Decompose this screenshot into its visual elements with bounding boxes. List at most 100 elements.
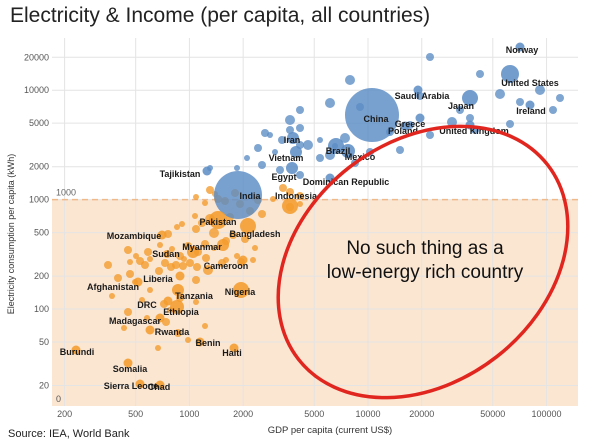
data-point bbox=[192, 213, 198, 219]
country-label: Liberia bbox=[143, 274, 174, 284]
data-point bbox=[161, 259, 169, 267]
data-point bbox=[211, 245, 217, 251]
data-point bbox=[426, 131, 434, 139]
x-axis-title: GDP per capita (current US$) bbox=[268, 425, 392, 436]
country-label: Norway bbox=[506, 45, 539, 55]
data-point bbox=[202, 166, 212, 176]
data-point bbox=[127, 259, 133, 265]
data-point bbox=[270, 196, 276, 202]
country-label: Mozambique bbox=[107, 231, 162, 241]
data-point bbox=[282, 198, 298, 214]
country-label: Ethiopia bbox=[163, 307, 199, 317]
data-point bbox=[426, 53, 434, 61]
data-point bbox=[202, 254, 210, 262]
x-tick-label: 200 bbox=[57, 409, 72, 419]
country-label: Iran bbox=[284, 135, 301, 145]
data-point bbox=[209, 211, 227, 229]
data-point bbox=[217, 239, 229, 251]
data-point bbox=[317, 137, 323, 143]
data-point bbox=[157, 242, 163, 248]
x-tick-label: 5000 bbox=[304, 409, 324, 419]
data-point bbox=[535, 85, 545, 95]
data-point bbox=[495, 89, 505, 99]
data-point bbox=[209, 228, 219, 238]
data-point bbox=[234, 165, 240, 171]
data-point bbox=[170, 300, 184, 314]
country-label: Ireland bbox=[516, 106, 546, 116]
data-point bbox=[516, 98, 524, 106]
data-point bbox=[179, 262, 187, 270]
data-point bbox=[133, 253, 139, 259]
data-point bbox=[144, 248, 152, 256]
y-tick-label: 20000 bbox=[24, 52, 49, 62]
data-point bbox=[155, 267, 163, 275]
data-point bbox=[187, 246, 199, 258]
highlight-ellipse bbox=[276, 124, 570, 400]
data-point bbox=[135, 379, 145, 389]
data-point bbox=[175, 271, 185, 281]
data-point bbox=[328, 138, 344, 154]
country-label: Cameroon bbox=[204, 261, 249, 271]
data-point bbox=[123, 358, 133, 368]
chart-title: Electricity & Income (per capita, all co… bbox=[10, 4, 431, 27]
data-point bbox=[155, 345, 161, 351]
y-tick-label: 10000 bbox=[24, 85, 49, 95]
data-point bbox=[345, 88, 399, 142]
data-point bbox=[202, 323, 208, 329]
country-label: Indonesia bbox=[275, 191, 318, 201]
country-label: Benin bbox=[195, 338, 220, 348]
y-tick-label: 50 bbox=[39, 337, 49, 347]
data-point bbox=[276, 166, 284, 174]
low-energy-region bbox=[52, 199, 578, 406]
data-point bbox=[157, 230, 167, 240]
data-point bbox=[296, 124, 304, 132]
data-point bbox=[476, 70, 484, 78]
data-point bbox=[202, 200, 208, 206]
x-tick-label: 50000 bbox=[480, 409, 505, 419]
country-label: Tajikistan bbox=[160, 169, 201, 179]
data-point bbox=[206, 186, 214, 194]
country-label: Sierra Leone bbox=[104, 381, 159, 391]
data-point bbox=[172, 284, 184, 296]
x-tick-label: 2000 bbox=[233, 409, 253, 419]
zero-label: 0 bbox=[56, 394, 61, 404]
data-point bbox=[286, 126, 294, 134]
country-label: China bbox=[363, 114, 389, 124]
data-point bbox=[506, 120, 514, 128]
data-point bbox=[201, 240, 209, 248]
data-point bbox=[229, 343, 239, 353]
data-point bbox=[179, 221, 185, 227]
data-point bbox=[272, 149, 278, 155]
country-label: DRC bbox=[137, 300, 157, 310]
chart-bubbles-layer bbox=[71, 42, 564, 390]
data-point bbox=[181, 256, 187, 262]
data-point bbox=[198, 219, 206, 227]
data-point bbox=[413, 85, 423, 95]
x-tick-label: 500 bbox=[128, 409, 143, 419]
country-label: Sudan bbox=[152, 249, 180, 259]
country-label: India bbox=[239, 191, 261, 201]
data-point bbox=[396, 146, 404, 154]
data-point bbox=[287, 132, 299, 144]
data-point bbox=[193, 299, 199, 305]
data-point bbox=[192, 225, 200, 233]
data-point bbox=[233, 282, 249, 298]
data-point bbox=[126, 270, 134, 278]
data-point bbox=[193, 263, 201, 271]
data-point bbox=[121, 325, 127, 331]
country-label: Haiti bbox=[222, 348, 242, 358]
data-point bbox=[145, 325, 155, 335]
data-point bbox=[466, 114, 474, 122]
y-tick-label: 20 bbox=[39, 381, 49, 391]
data-point bbox=[147, 256, 153, 262]
y-tick-label: 500 bbox=[34, 228, 49, 238]
data-point bbox=[155, 313, 165, 323]
y-tick-label: 100 bbox=[34, 304, 49, 314]
data-point bbox=[163, 250, 171, 258]
country-label: Brazil bbox=[326, 146, 351, 156]
data-point bbox=[279, 184, 287, 192]
data-point bbox=[252, 245, 258, 251]
data-point bbox=[549, 106, 557, 114]
y-tick-label: 2000 bbox=[29, 162, 49, 172]
